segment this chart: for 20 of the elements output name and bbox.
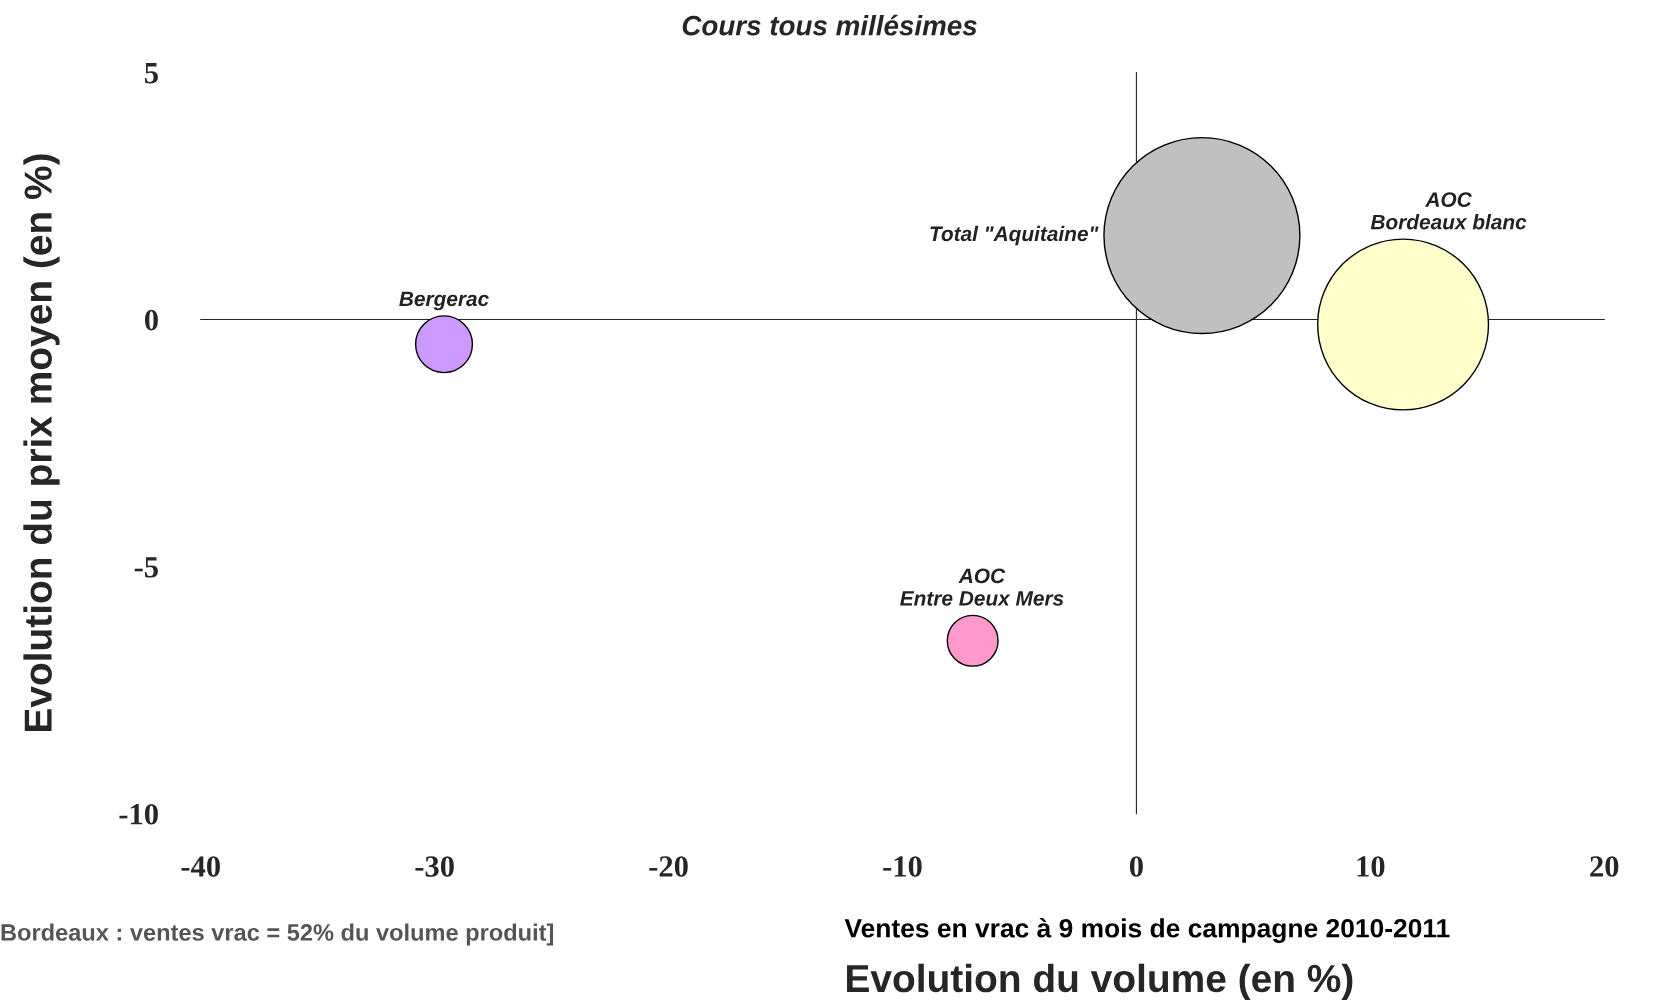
y-tick-label: -10: [119, 803, 158, 825]
x-tick-label: 20: [1590, 856, 1619, 877]
text: Ventes en vrac à 9 mois de campagne 2010-2011: [844, 918, 1450, 943]
y-tick-label: -5: [134, 557, 158, 578]
series-label: Total "Aquitaine": [930, 225, 1099, 246]
series-label: AOC Bordeaux blanc: [1370, 192, 1527, 230]
series-label: AOC Entre Deux Mers: [900, 568, 1064, 606]
y-axis-title: Evolution du prix moyen (en %): [23, 154, 60, 732]
x-tick-label: -30: [415, 856, 454, 877]
text: Bordeaux : ventes vrac = 52% du volume produit]: [1, 923, 554, 946]
x-tick-label: 10: [1357, 856, 1385, 877]
y-tick-label: 0: [144, 309, 158, 331]
x-tick-label: -10: [883, 856, 922, 877]
x-tick-label: 0: [1129, 856, 1143, 877]
x-tick-label: -40: [181, 856, 220, 877]
x-axis-title: Evolution du volume (en %): [847, 963, 1353, 1000]
chart-title: Cours tous millésimes: [682, 14, 977, 36]
x-tick-label: -20: [649, 856, 688, 877]
series-label: Bergerac: [399, 291, 489, 311]
y-tick-label: 5: [145, 63, 158, 84]
